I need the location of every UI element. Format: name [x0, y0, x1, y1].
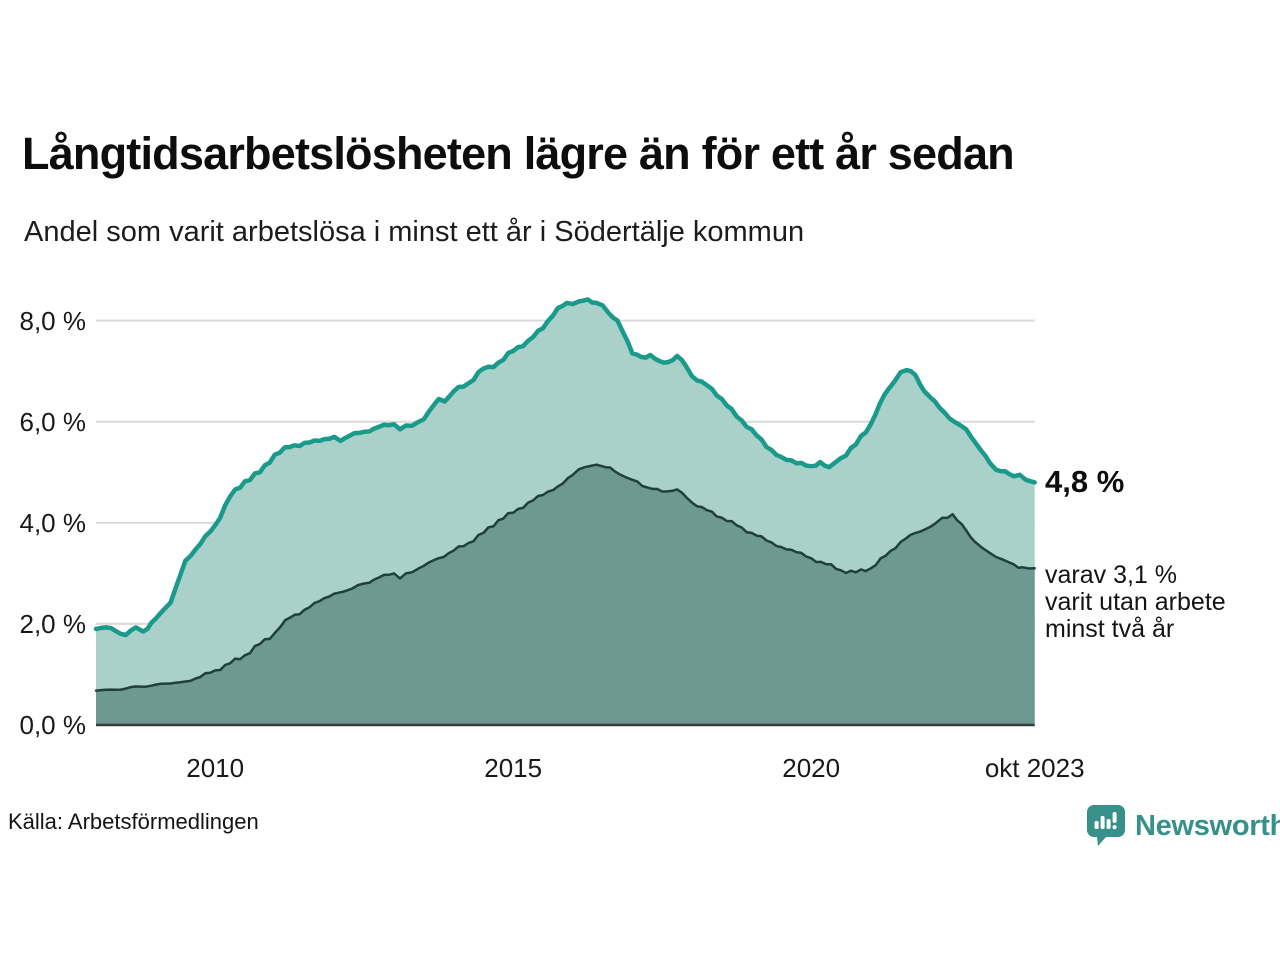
secondary-annotation-line: varav 3,1 %	[1045, 561, 1178, 589]
source-label: Källa: Arbetsförmedlingen	[8, 809, 259, 834]
chart-series	[93, 297, 1037, 725]
series-line-minst-ett-ar	[93, 297, 1037, 638]
secondary-annotation-line: minst två år	[1045, 615, 1175, 643]
series-area-minst-tva-ar	[96, 464, 1035, 725]
x-tick-label: 2015	[484, 753, 543, 783]
newsworthy-logo-text: Newsworthy	[1135, 809, 1280, 842]
series-line-minst-tva-ar	[94, 463, 1036, 692]
y-tick-label: 6,0 %	[19, 406, 87, 437]
y-tick-label: 4,0 %	[19, 507, 87, 538]
x-tick-label: 2020	[782, 753, 841, 783]
chart-subtitle: Andel som varit arbetslösa i minst ett å…	[24, 216, 805, 248]
newsworthy-speech-bubble-bar-chart-icon	[1087, 805, 1125, 846]
y-tick-label: 0,0 %	[19, 710, 87, 740]
y-tick-label: 2,0 %	[19, 608, 87, 639]
secondary-annotation-line: varit utan arbete	[1045, 588, 1226, 616]
chart-title: Långtidsarbetslösheten lägre än för ett …	[22, 128, 1015, 179]
x-tick-label: okt 2023	[984, 753, 1085, 783]
y-tick-label: 8,0 %	[19, 305, 87, 336]
newsworthy-logo: Newsworthy	[1086, 804, 1280, 848]
latest-value-label: 4,8 %	[1045, 464, 1125, 500]
x-tick-label: 2010	[186, 753, 245, 783]
